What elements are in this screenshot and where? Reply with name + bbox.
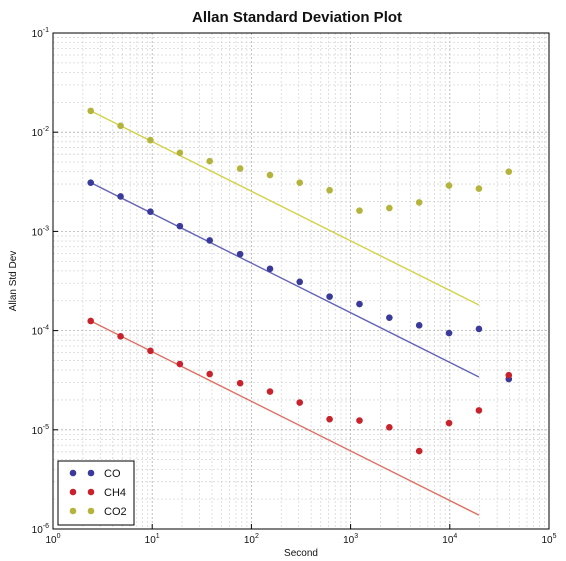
co2-data-point xyxy=(236,165,244,172)
co-data-point xyxy=(206,237,214,244)
ch4-data-point xyxy=(176,360,184,368)
co2-legend-marker xyxy=(87,507,95,515)
data-points xyxy=(87,107,513,455)
co2-data-point xyxy=(326,186,333,194)
y-tick-label: 10-1 xyxy=(32,27,49,40)
ch4-legend-label: CH4 xyxy=(104,487,126,499)
ch4-data-point xyxy=(415,447,423,455)
ch4-data-point xyxy=(236,379,244,387)
co2-data-point xyxy=(505,168,513,175)
co-legend-label: CO xyxy=(104,468,121,480)
chart-title: Allan Standard Deviation Plot xyxy=(192,9,402,26)
co2-data-point xyxy=(296,179,304,186)
y-tick-label: 10-3 xyxy=(32,225,49,238)
ch4-data-point xyxy=(386,423,393,431)
ch4-data-point xyxy=(87,317,95,325)
y-tick-label: 10-2 xyxy=(32,126,49,139)
co-data-point xyxy=(415,322,423,329)
co2-data-point xyxy=(117,122,124,130)
ch4-data-point xyxy=(266,388,274,395)
x-tick-label: 100 xyxy=(45,533,60,546)
y-tick-label: 10-5 xyxy=(32,424,49,437)
co-data-point xyxy=(176,222,184,230)
co-data-point xyxy=(475,325,483,333)
ch4-data-point xyxy=(445,419,453,427)
co2-data-point xyxy=(266,171,274,179)
ch4-data-point xyxy=(147,347,154,355)
ch4-data-point xyxy=(206,370,214,378)
co2-legend-marker xyxy=(69,507,77,515)
co-legend-marker xyxy=(69,469,77,477)
plot-area-frame xyxy=(52,32,550,530)
co-data-point xyxy=(117,193,124,200)
co2-data-point xyxy=(206,157,214,165)
y-tick-label: 10-4 xyxy=(32,325,49,338)
ch4-data-point xyxy=(356,417,363,424)
ch4-data-point xyxy=(117,333,124,340)
legend: CO CH4 CO2 xyxy=(57,460,135,526)
fit-lines xyxy=(90,110,480,516)
x-tick-label: 103 xyxy=(343,533,358,546)
co-data-point xyxy=(266,265,274,273)
ch4-legend-marker xyxy=(69,488,77,496)
co2-data-point xyxy=(87,107,95,115)
ch4-data-point xyxy=(475,407,483,414)
co-data-point xyxy=(296,278,304,286)
co2-data-point xyxy=(356,207,363,214)
y-axis-label: Allan Std Dev xyxy=(8,251,19,312)
x-tick-label: 105 xyxy=(541,533,556,546)
co2-data-point xyxy=(475,185,483,192)
co-data-point xyxy=(236,250,244,258)
axis-ticks: 100 101 102 103 104 105 10-6 10-5 10-4 10-3 10-2 10… xyxy=(32,27,557,546)
co-data-point xyxy=(445,329,453,337)
co2-data-point xyxy=(415,199,423,206)
co-data-point xyxy=(356,300,363,308)
co-fit-line xyxy=(90,182,480,378)
ch4-fit-line xyxy=(90,320,480,516)
co2-data-point xyxy=(176,149,184,157)
y-tick-label: 10-6 xyxy=(32,523,49,536)
ch4-data-point xyxy=(505,371,513,379)
x-tick-label: 101 xyxy=(145,533,160,546)
co-data-point xyxy=(386,314,393,321)
x-axis-label: Second xyxy=(284,548,318,559)
co2-fit-line xyxy=(90,110,480,306)
ch4-data-point xyxy=(326,415,333,423)
grid-lines xyxy=(53,33,549,529)
co2-legend-label: CO2 xyxy=(104,506,127,518)
co-data-point xyxy=(87,179,95,186)
co2-data-point xyxy=(147,136,154,144)
co-legend-marker xyxy=(87,469,95,477)
co-data-point xyxy=(326,293,333,300)
x-tick-label: 102 xyxy=(244,533,259,546)
co2-data-point xyxy=(386,204,393,212)
co-data-point xyxy=(147,208,154,215)
x-tick-label: 104 xyxy=(442,533,457,546)
ch4-data-point xyxy=(296,399,304,406)
ch4-legend-marker xyxy=(87,488,95,496)
co2-data-point xyxy=(445,182,453,189)
